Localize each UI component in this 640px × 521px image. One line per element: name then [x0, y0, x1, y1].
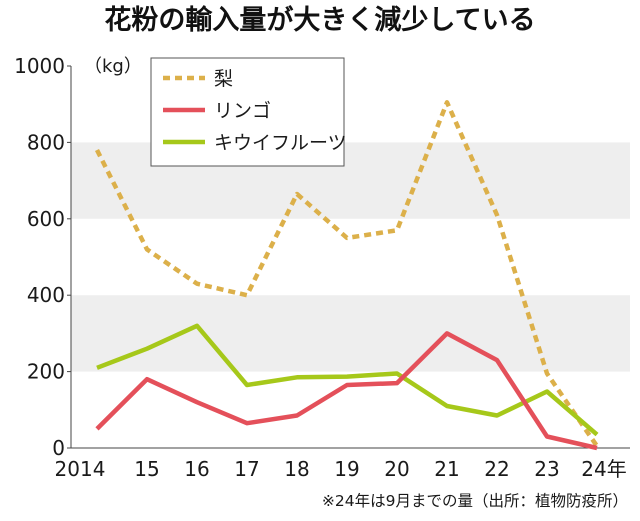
x-tick-label: 15: [134, 457, 159, 481]
x-tick-label: 22: [484, 457, 509, 481]
series-line-2: [96, 323, 599, 437]
x-tick-label: 2014: [55, 457, 106, 481]
y-tick-label: 400: [27, 283, 65, 307]
y-unit-label: （kg）: [84, 56, 142, 77]
x-tick-label: 16: [184, 457, 209, 481]
legend-label: キウイフルーツ: [214, 132, 347, 154]
x-tick-label: 23: [534, 457, 559, 481]
x-axis-tick-labels: 2014 15 16 17 18 19 20 21 22 23 24年: [55, 457, 627, 481]
x-tick-label: 17: [234, 457, 259, 481]
series-lines: [94, 100, 599, 451]
axes: [70, 66, 630, 449]
y-tick-label: 200: [27, 360, 65, 384]
series-line-1: [95, 331, 598, 451]
legend-label: リンゴ: [214, 100, 271, 122]
y-axis-tick-labels: 0 200 400 600 800 1000: [14, 54, 71, 460]
x-tick-label: 18: [284, 457, 309, 481]
x-tick-label: 24年: [581, 457, 626, 481]
footnote: ※24年は9月までの量（出所：植物防疫所）: [322, 492, 628, 510]
y-tick-label: 600: [27, 207, 65, 231]
x-tick-label: 19: [334, 457, 359, 481]
y-tick-label: 0: [52, 436, 65, 460]
y-tick-label: 1000: [14, 54, 65, 78]
y-tick-label: 800: [27, 130, 65, 154]
legend-label: 梨: [214, 68, 233, 90]
grid-band: [71, 295, 630, 372]
series-line-0: [94, 100, 599, 448]
chart-title: 花粉の輸入量が大きく減少している: [104, 4, 535, 36]
x-tick-label: 21: [434, 457, 459, 481]
x-tick-label: 20: [384, 457, 409, 481]
